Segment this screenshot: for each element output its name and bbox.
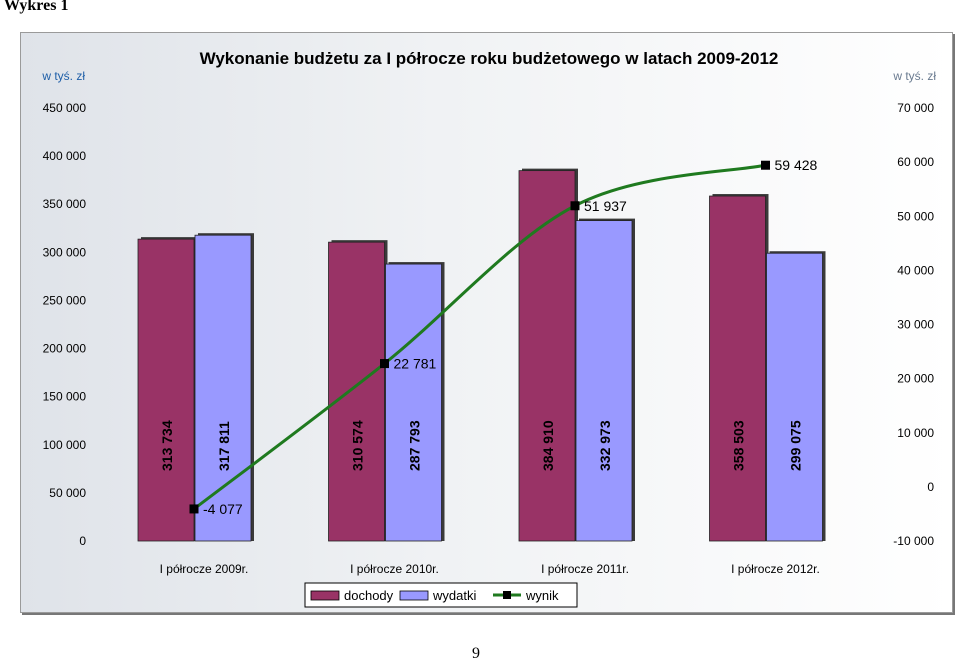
line-marker <box>570 201 580 211</box>
bar-dochody <box>709 195 766 542</box>
y-right-unit: w tyś. zł <box>892 69 936 83</box>
legend-marker <box>503 591 511 599</box>
bar-value-label: 332 973 <box>597 420 613 471</box>
y-left-tick-label: 250 000 <box>43 293 87 307</box>
y-right-tick-label: 10 000 <box>897 426 934 440</box>
y-right-tick-label: 20 000 <box>897 372 934 386</box>
y-left-tick-label: 0 <box>79 534 86 548</box>
line-wynik <box>193 163 766 511</box>
y-left-tick-label: 150 000 <box>43 390 87 404</box>
figure-caption: Wykres 1 <box>4 0 69 14</box>
legend-label: dochody <box>344 588 394 603</box>
x-category-label: I półrocze 2011r. <box>541 562 629 576</box>
bar-value-label: 299 075 <box>788 420 804 471</box>
y-right-tick-label: 70 000 <box>897 101 934 115</box>
bar-value-label: 358 503 <box>731 420 747 471</box>
bar-value-label: 317 811 <box>216 421 232 471</box>
bar-dochody <box>518 170 576 542</box>
y-right-tick-label: 30 000 <box>897 318 934 332</box>
y-left-tick-label: 200 000 <box>43 342 87 356</box>
point-value-label: 22 781 <box>394 356 437 372</box>
y-left-tick-label: 450 000 <box>43 101 87 115</box>
chart-svg: Wykonanie budżetu za I półrocze roku bud… <box>41 49 936 608</box>
bar-wydatki <box>766 252 823 542</box>
y-right-tick-label: 50 000 <box>897 209 934 223</box>
bar-dochody <box>137 238 195 542</box>
bar-wydatki <box>194 234 252 542</box>
bar-value-label: 287 793 <box>407 420 423 471</box>
line-marker <box>189 504 199 514</box>
point-value-label: 51 937 <box>584 198 627 214</box>
legend-label: wynik <box>525 588 559 603</box>
y-right-tick-label: 40 000 <box>897 263 934 277</box>
line-marker <box>380 359 389 369</box>
y-left-tick-label: 50 000 <box>49 486 86 500</box>
x-category-label: I półrocze 2010r. <box>350 562 439 576</box>
point-value-label: 59 428 <box>775 157 818 173</box>
y-left-tick-label: 300 000 <box>43 245 87 259</box>
y-left-tick-label: 100 000 <box>43 438 87 452</box>
y-left-unit: w tyś. zł <box>41 69 85 83</box>
y-right-tick-label: 0 <box>927 480 934 494</box>
y-right-tick-label: 60 000 <box>897 155 934 169</box>
y-left-tick-label: 350 000 <box>43 197 87 211</box>
legend-swatch-dochody <box>310 590 340 601</box>
x-category-label: I półrocze 2009r. <box>160 562 249 576</box>
bar-wydatki <box>385 263 442 542</box>
x-category-label: I półrocze 2012r. <box>731 562 820 576</box>
bar-wydatki <box>575 220 633 542</box>
legend-swatch-wydatki <box>399 590 429 601</box>
y-right-tick-label: -10 000 <box>893 534 934 548</box>
bar-dochody <box>328 241 385 542</box>
y-left-tick-label: 400 000 <box>43 149 87 163</box>
bar-value-label: 310 574 <box>350 420 366 471</box>
page-number: 9 <box>472 645 480 662</box>
bar-value-label: 313 734 <box>159 420 175 471</box>
legend-label: wydatki <box>432 588 476 603</box>
line-marker <box>761 160 770 170</box>
chart-title: Wykonanie budżetu za I półrocze roku bud… <box>200 49 779 68</box>
point-value-label: -4 077 <box>203 501 243 517</box>
legend-box <box>304 582 578 608</box>
bar-value-label: 384 910 <box>540 420 556 471</box>
chart-area: Wykonanie budżetu za I półrocze roku bud… <box>20 32 953 613</box>
